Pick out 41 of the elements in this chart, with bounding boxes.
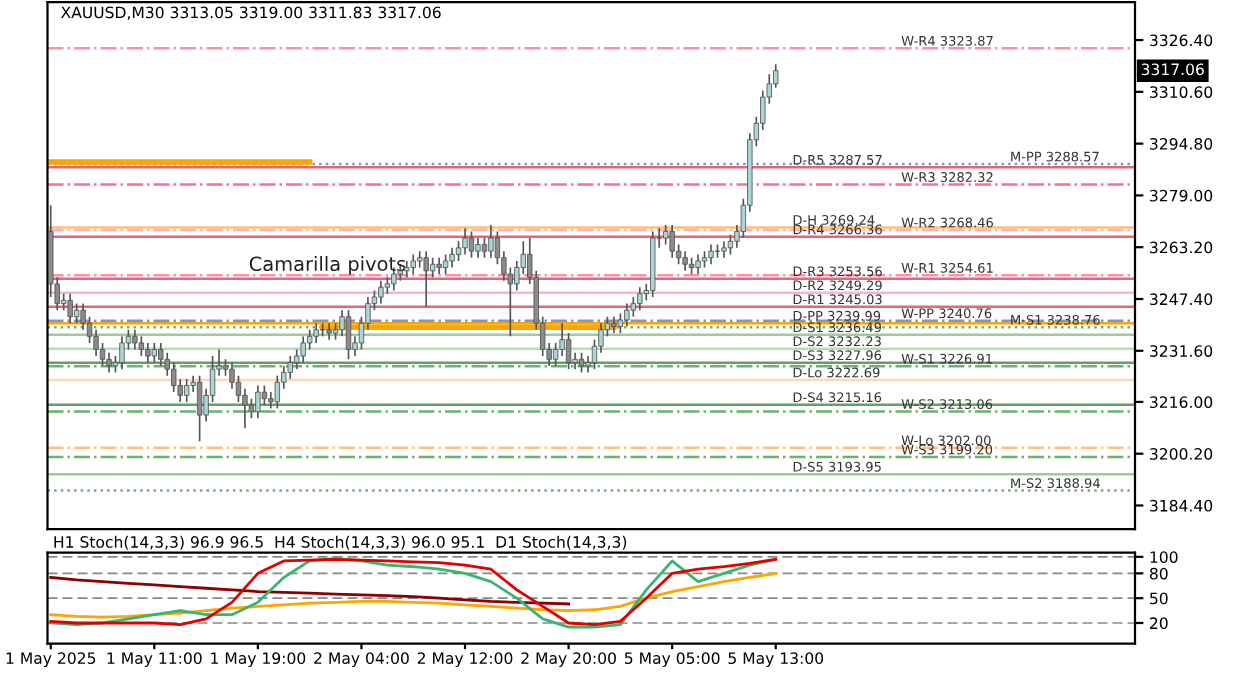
candlestick xyxy=(682,250,688,272)
candlestick xyxy=(138,335,145,357)
candlestick xyxy=(727,233,734,256)
candlestick xyxy=(695,253,701,275)
candlestick xyxy=(248,397,255,420)
line-series xyxy=(49,571,778,619)
candlestick xyxy=(449,247,455,269)
candlestick xyxy=(378,279,384,305)
candlestick xyxy=(468,230,475,259)
candlestick xyxy=(255,384,261,420)
candlestick xyxy=(300,335,306,364)
candlestick xyxy=(410,253,416,275)
candlestick xyxy=(624,302,630,328)
candlestick xyxy=(274,374,280,410)
line-series xyxy=(49,576,570,606)
candlestick xyxy=(617,312,624,334)
candlestick xyxy=(708,243,714,266)
candlestick xyxy=(151,342,157,364)
candlestick xyxy=(488,224,494,259)
candlestick xyxy=(578,351,585,374)
candlestick xyxy=(429,256,436,279)
candlestick xyxy=(663,224,669,246)
candlestick xyxy=(132,328,138,351)
candlestick xyxy=(669,224,675,259)
candlestick xyxy=(345,309,352,361)
candlestick xyxy=(106,351,112,374)
candlestick xyxy=(481,237,488,259)
candlestick xyxy=(145,342,151,364)
candlestick xyxy=(423,250,429,308)
candlestick xyxy=(313,322,319,344)
candlestick xyxy=(183,378,190,403)
candlestick xyxy=(119,335,125,370)
candlestick xyxy=(442,253,449,275)
candlestick xyxy=(73,302,80,325)
candlestick xyxy=(475,237,481,259)
candlestick xyxy=(261,384,268,407)
annotation: Camarilla pivots xyxy=(249,256,406,275)
candlestick xyxy=(637,286,643,311)
candlestick xyxy=(462,227,468,256)
candlestick xyxy=(67,292,73,325)
candlestick xyxy=(196,374,203,443)
